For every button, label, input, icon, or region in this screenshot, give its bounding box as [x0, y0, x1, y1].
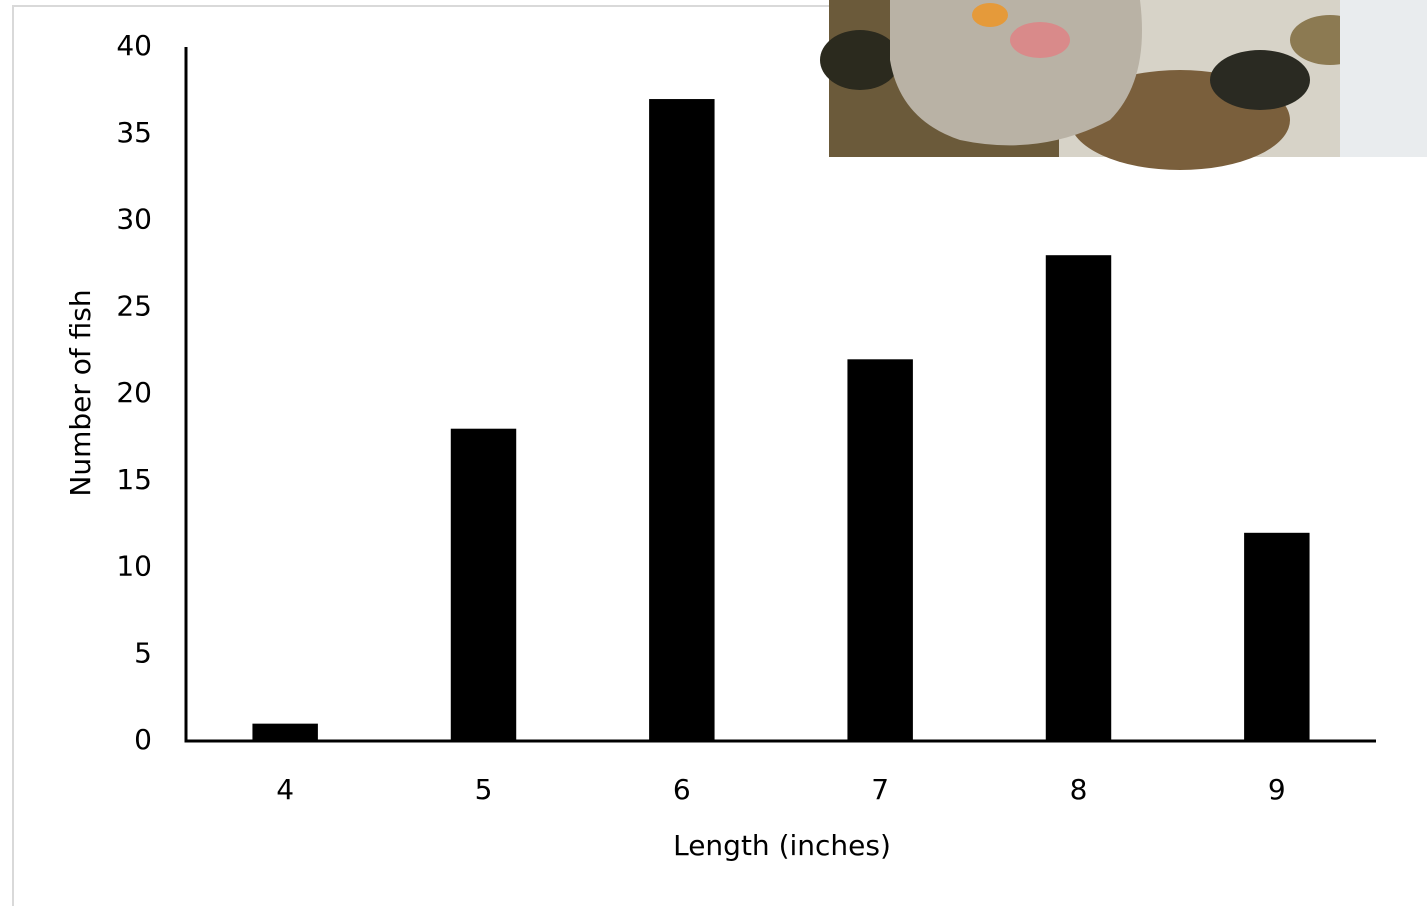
x-tick-label: 7 — [871, 773, 889, 806]
x-axis-title: Length (inches) — [673, 829, 891, 862]
x-tick-label: 9 — [1268, 773, 1286, 806]
y-tick-label: 35 — [116, 116, 152, 149]
photo-overlay — [820, 0, 1427, 170]
photo-background — [1340, 0, 1427, 157]
glove-detail — [972, 3, 1008, 27]
y-tick-label: 25 — [116, 289, 152, 322]
x-tick-label: 5 — [475, 773, 493, 806]
y-tick-label: 15 — [116, 463, 152, 496]
bar — [847, 359, 912, 741]
y-tick-label: 10 — [116, 550, 152, 583]
x-tick-label: 6 — [673, 773, 691, 806]
glove-detail — [1010, 22, 1070, 58]
y-tick-label: 0 — [134, 723, 152, 756]
camo-patch — [820, 30, 900, 90]
y-tick-label: 40 — [116, 29, 152, 62]
bar — [1046, 255, 1111, 741]
y-axis-title: Number of fish — [64, 289, 97, 496]
chart: Length (inches) Number of fish 0 5 10 15 20 2… — [0, 0, 1427, 906]
bar — [649, 99, 714, 741]
bar — [1244, 533, 1309, 741]
camo-patch — [1210, 50, 1310, 110]
bar — [451, 429, 516, 741]
y-tick-label: 5 — [134, 636, 152, 669]
x-tick-label: 8 — [1070, 773, 1088, 806]
bar — [252, 724, 317, 741]
y-tick-label: 30 — [116, 203, 152, 236]
y-tick-label: 20 — [116, 376, 152, 409]
x-tick-label: 4 — [276, 773, 294, 806]
